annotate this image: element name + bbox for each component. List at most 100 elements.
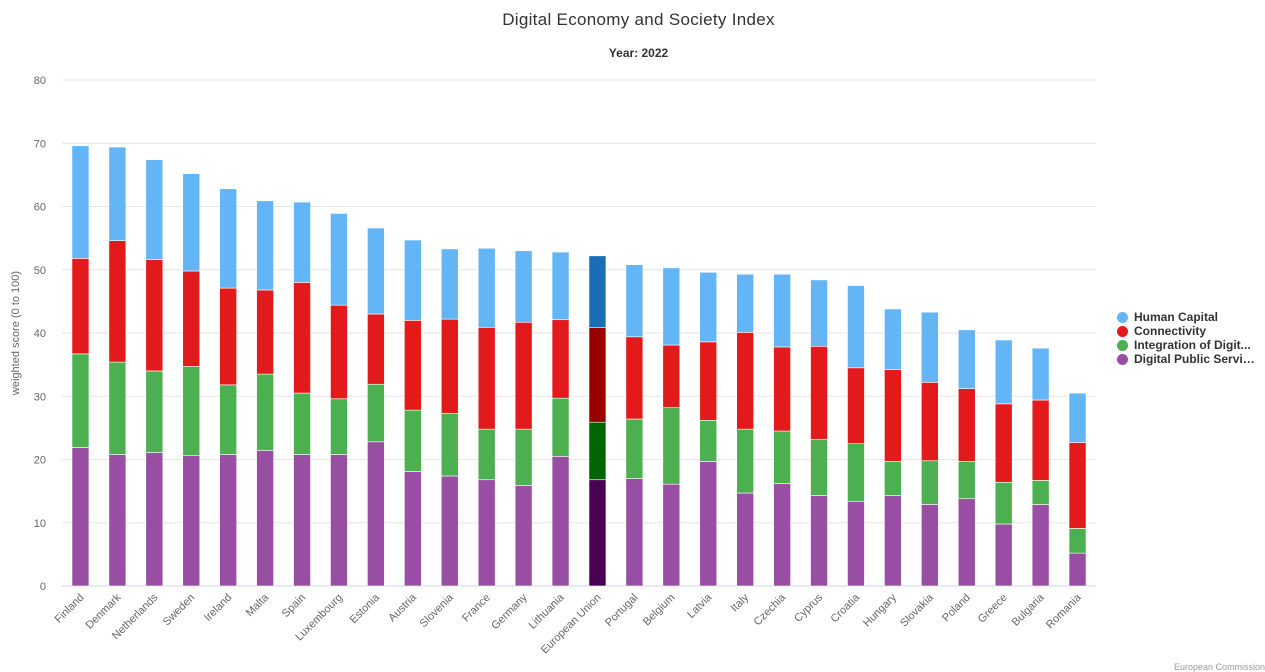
credits-text[interactable]: European Commission [1173, 662, 1265, 672]
bar-segment[interactable] [810, 345, 828, 440]
bar-segment[interactable] [884, 308, 902, 370]
bar-segment[interactable] [884, 461, 902, 496]
bar-segment[interactable] [219, 454, 237, 587]
bar-segment[interactable] [588, 255, 607, 328]
bar-segment[interactable] [588, 479, 607, 587]
legend-item-digital-public-services[interactable]: Digital Public Servic... [1117, 352, 1258, 366]
bar-segment[interactable] [957, 329, 976, 389]
bar-segment[interactable] [293, 201, 311, 283]
legend-item-connectivity[interactable]: Connectivity [1117, 324, 1258, 338]
bar-segment[interactable] [1031, 347, 1050, 401]
bar-segment[interactable] [440, 475, 459, 587]
bar-segment[interactable] [145, 370, 164, 453]
bar-segment[interactable] [440, 318, 459, 414]
bar-segment[interactable] [404, 409, 422, 472]
bar-segment[interactable] [699, 419, 718, 462]
bar-segment[interactable] [514, 321, 533, 430]
bar-segment[interactable] [1068, 442, 1087, 529]
bar-segment[interactable] [477, 327, 496, 430]
bar-segment[interactable] [662, 344, 681, 408]
bar-segment[interactable] [1068, 528, 1087, 554]
bar-segment[interactable] [108, 454, 127, 587]
bar-segment[interactable] [219, 188, 237, 289]
bar-segment[interactable] [810, 279, 828, 347]
bar-segment[interactable] [625, 336, 644, 420]
bar-segment[interactable] [551, 397, 570, 457]
bar-segment[interactable] [293, 282, 311, 394]
bar-segment[interactable] [921, 504, 939, 587]
bar-segment[interactable] [514, 428, 533, 486]
bar-segment[interactable] [182, 455, 201, 587]
bar-segment[interactable] [810, 438, 828, 496]
bar-segment[interactable] [957, 388, 976, 462]
bar-segment[interactable] [330, 398, 348, 455]
bar-segment[interactable] [293, 454, 311, 587]
bar-segment[interactable] [921, 311, 939, 383]
bar-segment[interactable] [773, 346, 791, 432]
bar-segment[interactable] [662, 267, 681, 346]
bar-segment[interactable] [921, 382, 939, 462]
bar-segment[interactable] [145, 159, 164, 260]
bar-segment[interactable] [256, 373, 274, 451]
bar-segment[interactable] [404, 239, 422, 321]
bar-segment[interactable] [884, 369, 902, 462]
bar-segment[interactable] [1031, 399, 1050, 481]
bar-segment[interactable] [182, 270, 201, 367]
bar-segment[interactable] [699, 341, 718, 421]
bar-segment[interactable] [662, 407, 681, 485]
bar-segment[interactable] [994, 339, 1013, 405]
bar-segment[interactable] [293, 392, 311, 455]
bar-segment[interactable] [477, 479, 496, 587]
bar-segment[interactable] [219, 384, 237, 455]
bar-segment[interactable] [773, 430, 791, 484]
bar-segment[interactable] [367, 441, 385, 587]
bar-segment[interactable] [884, 495, 902, 587]
bar-segment[interactable] [256, 289, 274, 375]
bar-segment[interactable] [957, 498, 976, 587]
bar-segment[interactable] [219, 287, 237, 386]
bar-segment[interactable] [847, 285, 865, 369]
bar-segment[interactable] [145, 452, 164, 587]
bar-segment[interactable] [773, 273, 791, 348]
bar-segment[interactable] [957, 461, 976, 500]
bar-segment[interactable] [182, 366, 201, 456]
bar-segment[interactable] [330, 304, 348, 400]
bar-segment[interactable] [71, 145, 90, 259]
bar-segment[interactable] [367, 383, 385, 443]
bar-segment[interactable] [699, 271, 718, 343]
bar-segment[interactable] [514, 485, 533, 587]
bar-segment[interactable] [921, 460, 939, 505]
bar-segment[interactable] [367, 227, 385, 315]
bar-segment[interactable] [551, 319, 570, 399]
bar-segment[interactable] [367, 313, 385, 385]
bar-segment[interactable] [625, 418, 644, 479]
bar-segment[interactable] [330, 213, 348, 306]
bar-segment[interactable] [71, 258, 90, 355]
bar-segment[interactable] [440, 248, 459, 320]
legend-item-human-capital[interactable]: Human Capital [1117, 310, 1258, 324]
bar-segment[interactable] [847, 367, 865, 444]
bar-segment[interactable] [477, 428, 496, 481]
bar-segment[interactable] [1068, 552, 1087, 587]
bar-segment[interactable] [1031, 480, 1050, 505]
bar-segment[interactable] [736, 273, 754, 333]
bar-segment[interactable] [551, 456, 570, 587]
bar-segment[interactable] [108, 361, 127, 455]
bar-segment[interactable] [1031, 504, 1050, 587]
bar-segment[interactable] [588, 421, 607, 481]
bar-segment[interactable] [810, 495, 828, 587]
bar-segment[interactable] [108, 240, 127, 363]
bar-segment[interactable] [145, 259, 164, 372]
bar-segment[interactable] [108, 146, 127, 241]
bar-segment[interactable] [404, 320, 422, 411]
bar-segment[interactable] [847, 443, 865, 502]
bar-segment[interactable] [551, 251, 570, 321]
bar-segment[interactable] [1068, 392, 1087, 443]
bar-segment[interactable] [440, 413, 459, 477]
bar-segment[interactable] [847, 500, 865, 587]
bar-segment[interactable] [736, 428, 754, 494]
legend-item-integration-of-digital-technology[interactable]: Integration of Digit... [1117, 338, 1258, 352]
bar-segment[interactable] [662, 483, 681, 587]
bar-segment[interactable] [588, 327, 607, 423]
bar-segment[interactable] [625, 264, 644, 338]
